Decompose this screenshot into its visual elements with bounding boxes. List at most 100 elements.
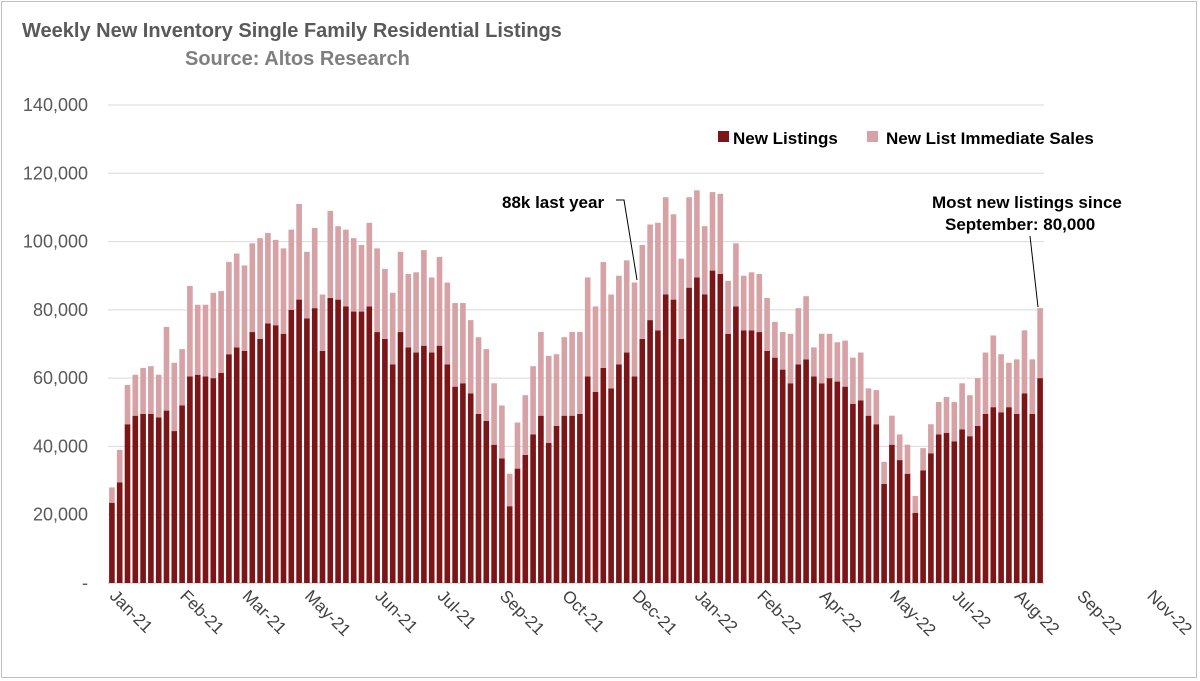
bar-new-listings	[584, 376, 591, 583]
bar-new-listings	[608, 388, 614, 583]
bar-immediate-sales	[561, 337, 568, 416]
bar-immediate-sales	[662, 197, 669, 295]
bar-immediate-sales	[974, 378, 981, 426]
bar-immediate-sales	[967, 395, 973, 437]
bar-immediate-sales	[233, 253, 240, 348]
bar-new-listings	[499, 458, 505, 583]
bar-new-listings	[272, 325, 279, 583]
bar-new-listings	[662, 294, 669, 583]
annotation-most-listings-line1: Most new listings since	[932, 193, 1122, 212]
bar-immediate-sales	[889, 415, 895, 445]
y-tick-label: 20,000	[33, 505, 88, 525]
bar-immediate-sales	[319, 294, 326, 351]
bar-new-listings	[202, 376, 209, 583]
x-tick-label: Feb-21	[176, 586, 228, 638]
bar-immediate-sales	[288, 229, 295, 310]
bar-immediate-sales	[421, 250, 427, 346]
bar-new-listings	[803, 359, 809, 583]
bar-new-listings	[756, 332, 763, 583]
bar-new-listings	[444, 364, 451, 583]
bar-new-listings	[974, 425, 981, 583]
bar-new-listings	[943, 432, 950, 583]
bar-immediate-sales	[725, 280, 731, 334]
annotation-last-year: 88k last year	[502, 193, 604, 212]
bar-immediate-sales	[389, 292, 396, 365]
bar-immediate-sales	[553, 354, 560, 426]
bar-immediate-sales	[171, 362, 178, 432]
legend-swatch-immediate-sales	[867, 131, 878, 142]
bar-new-listings	[343, 306, 349, 583]
bar-new-listings	[1021, 393, 1028, 583]
bar-immediate-sales	[210, 292, 217, 379]
bar-new-listings	[967, 436, 973, 583]
bar-new-listings	[389, 364, 396, 583]
bar-immediate-sales	[522, 395, 529, 455]
bar-immediate-sales	[506, 473, 513, 507]
bar-new-listings	[592, 391, 599, 583]
bar-new-listings	[1006, 407, 1012, 583]
chart-title: Weekly New Inventory Single Family Resid…	[22, 20, 562, 42]
legend-swatch-new-listings	[718, 131, 729, 142]
bar-immediate-sales	[811, 347, 817, 377]
bar-immediate-sales	[1029, 359, 1036, 414]
bar-immediate-sales	[655, 222, 661, 331]
bar-new-listings	[280, 333, 287, 583]
bar-immediate-sales	[249, 243, 256, 333]
bar-immediate-sales	[904, 444, 911, 474]
bar-new-listings	[155, 417, 162, 583]
bar-new-listings	[366, 306, 373, 583]
annotation-most-listings-line2: September: 80,000	[945, 215, 1095, 234]
annotation-last-year-leader	[616, 199, 638, 281]
y-tick-label: 120,000	[23, 163, 88, 183]
bar-new-listings	[709, 270, 716, 583]
bar-new-listings	[1037, 378, 1043, 583]
legend-label-immediate-sales: New List Immediate Sales	[886, 129, 1094, 148]
bar-immediate-sales	[124, 384, 131, 425]
bar-immediate-sales	[311, 227, 318, 309]
x-tick-label: Apr-22	[816, 586, 866, 636]
bar-new-listings	[740, 330, 747, 583]
bar-new-listings	[148, 413, 154, 583]
x-tick-label: Aug-22	[1011, 586, 1063, 638]
x-tick-label: Dec-21	[629, 586, 681, 638]
bar-immediate-sales	[795, 308, 802, 365]
bar-immediate-sales	[896, 434, 903, 461]
bar-new-listings	[725, 333, 731, 583]
bar-new-listings	[1013, 413, 1020, 583]
bar-new-listings	[998, 412, 1004, 583]
bar-immediate-sales	[163, 326, 170, 411]
bar-new-listings	[881, 483, 887, 583]
bar-immediate-sales	[717, 193, 724, 275]
bar-immediate-sales	[1037, 308, 1043, 379]
bar-new-listings	[226, 354, 232, 583]
bar-new-listings	[397, 332, 404, 583]
bar-new-listings	[171, 431, 178, 583]
bar-immediate-sales	[850, 357, 856, 404]
bar-immediate-sales	[584, 277, 591, 377]
bar-immediate-sales	[569, 332, 575, 416]
bar-immediate-sales	[842, 340, 848, 387]
x-tick-label: Jan-22	[691, 586, 741, 636]
bar-new-listings	[935, 434, 942, 583]
bar-new-listings	[850, 403, 856, 583]
bar-immediate-sales	[194, 304, 201, 375]
bar-new-listings	[460, 383, 466, 583]
bar-new-listings	[545, 443, 552, 583]
bar-new-listings	[748, 330, 755, 583]
bar-new-listings	[218, 373, 224, 583]
bar-new-listings	[865, 415, 872, 583]
bar-new-listings	[452, 386, 458, 583]
bar-immediate-sales	[514, 422, 521, 469]
bar-new-listings	[405, 347, 412, 583]
bar-immediate-sales	[639, 244, 646, 339]
bar-new-listings	[475, 413, 482, 583]
bar-new-listings	[889, 444, 895, 583]
bar-immediate-sales	[1021, 330, 1028, 394]
bar-new-listings	[577, 413, 583, 583]
y-axis: - 20,000 40,000 60,000 80,000 100,000 120,000 1…	[23, 95, 88, 593]
bar-new-listings	[826, 378, 833, 583]
bar-immediate-sales	[912, 495, 919, 514]
gridlines	[108, 104, 1044, 584]
bar-new-listings	[717, 274, 724, 583]
bar-immediate-sales	[405, 274, 412, 348]
